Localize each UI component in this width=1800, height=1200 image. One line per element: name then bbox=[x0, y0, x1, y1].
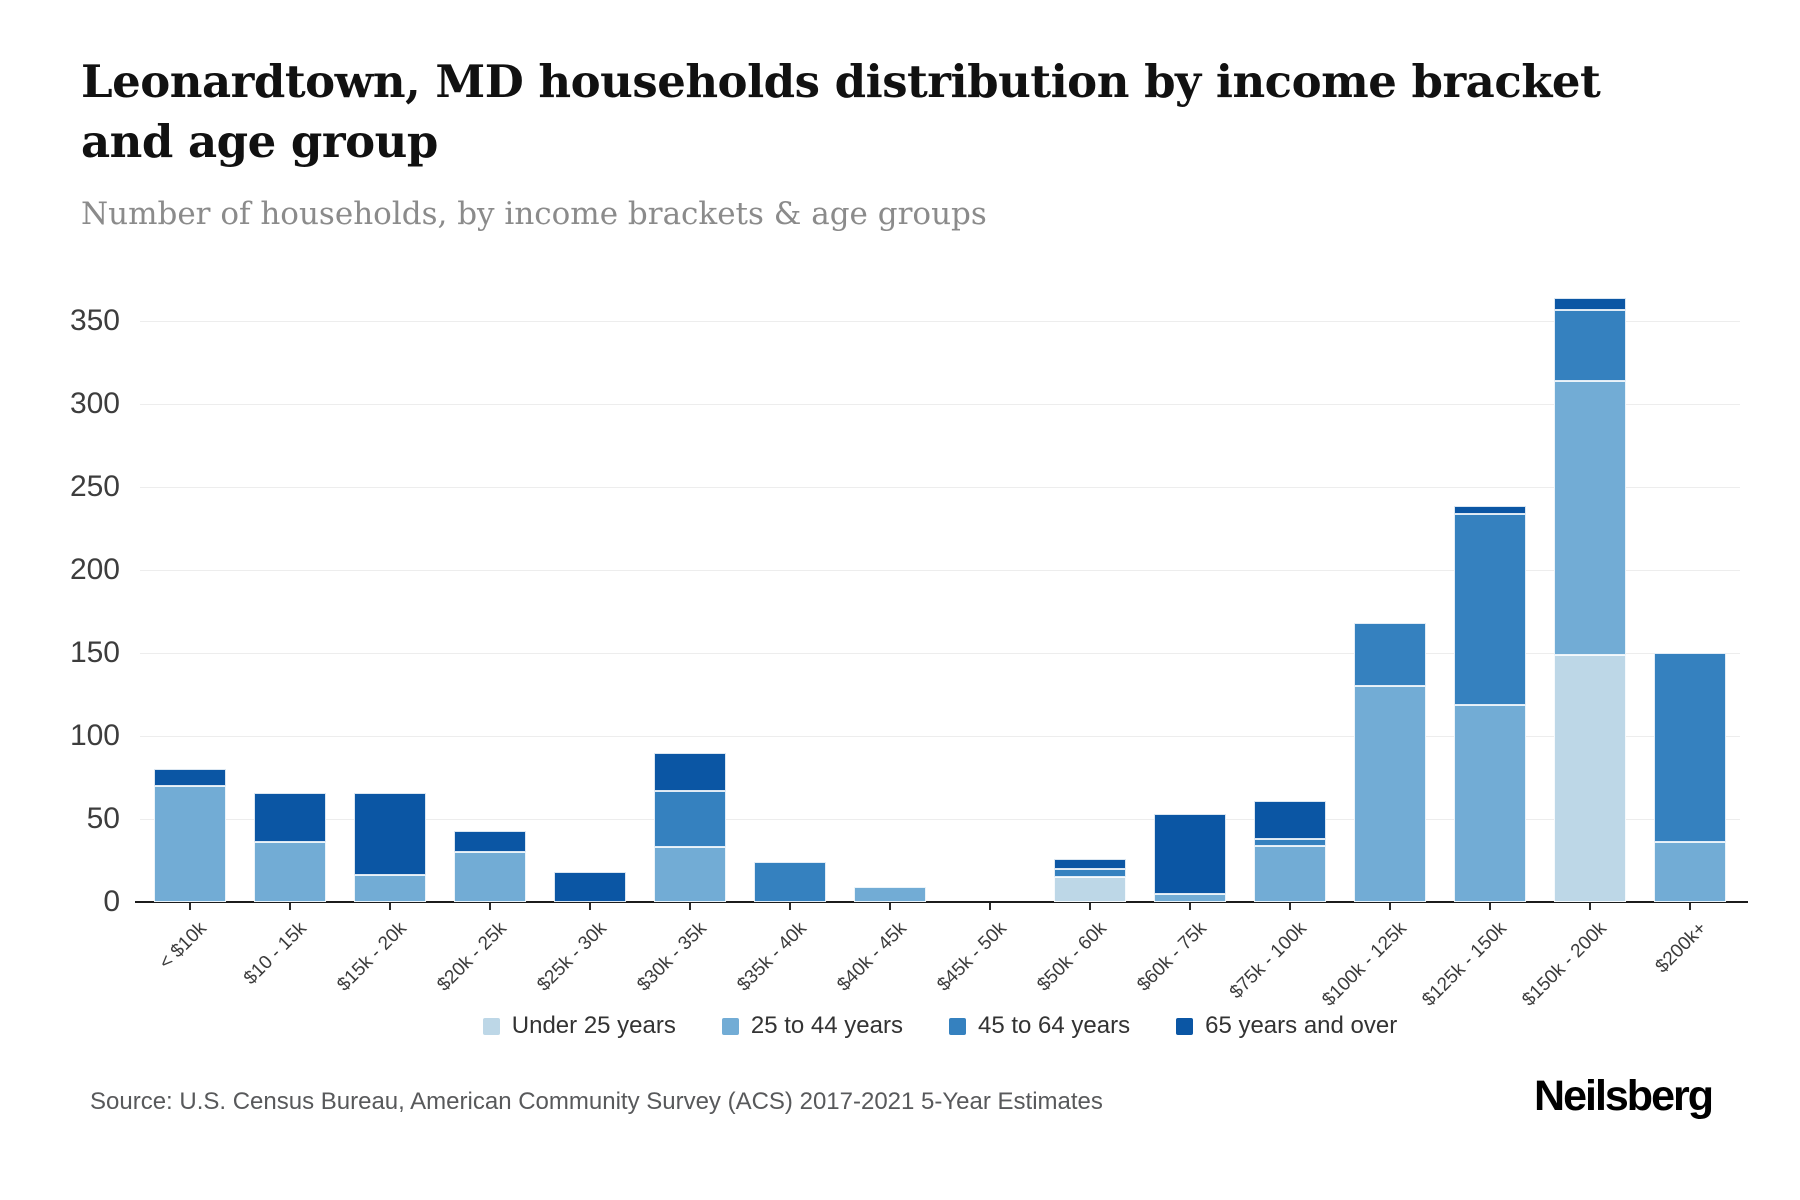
legend-swatch-icon bbox=[948, 1017, 966, 1035]
x-tick bbox=[1289, 903, 1291, 910]
bar-segment[interactable] bbox=[654, 847, 726, 902]
y-tick-label: 150 bbox=[69, 636, 120, 670]
y-tick-label: 300 bbox=[69, 387, 120, 421]
gridline bbox=[140, 736, 1740, 738]
y-tick-label: 100 bbox=[69, 719, 120, 753]
legend-item[interactable]: Under 25 years bbox=[482, 1012, 676, 1040]
legend-label: Under 25 years bbox=[511, 1012, 676, 1039]
gridline bbox=[140, 653, 1740, 655]
bar-segment[interactable] bbox=[154, 769, 226, 786]
y-tick-label: 0 bbox=[103, 885, 120, 918]
bar-segment[interactable] bbox=[254, 792, 326, 843]
bar-segment[interactable] bbox=[1554, 381, 1626, 655]
y-tick-label: 200 bbox=[69, 553, 120, 587]
bar-segment[interactable] bbox=[354, 792, 426, 876]
legend-swatch-icon bbox=[482, 1017, 500, 1035]
legend-label: 65 years and over bbox=[1205, 1012, 1398, 1039]
bar-segment[interactable] bbox=[1654, 842, 1726, 902]
x-tick bbox=[489, 903, 491, 910]
x-tick bbox=[1389, 903, 1391, 910]
legend-item[interactable]: 25 to 44 years bbox=[721, 1012, 903, 1040]
x-tick bbox=[289, 903, 291, 910]
gridline bbox=[140, 487, 1740, 489]
bar-segment[interactable] bbox=[654, 752, 726, 791]
bar-segment[interactable] bbox=[554, 872, 626, 902]
bar-segment[interactable] bbox=[1554, 309, 1626, 382]
source-note: Source: U.S. Census Bureau, American Com… bbox=[90, 1088, 1103, 1115]
bar-segment[interactable] bbox=[1054, 858, 1126, 869]
bar-segment[interactable] bbox=[754, 862, 826, 902]
x-tick bbox=[189, 903, 191, 910]
legend-item[interactable]: 45 to 64 years bbox=[948, 1012, 1131, 1040]
x-tick bbox=[789, 903, 791, 910]
chart-title: Leonardtown, MD households distribution … bbox=[81, 55, 1601, 168]
x-tick bbox=[389, 903, 391, 910]
bar-segment[interactable] bbox=[1154, 893, 1226, 902]
bar-segment[interactable] bbox=[1254, 845, 1326, 902]
legend-label: 25 to 44 years bbox=[750, 1012, 903, 1039]
plot-area: 0 50 100 150 200 250 300 350 < $10k $10 - 15k $15k… bbox=[70, 250, 1748, 1011]
bar-segment[interactable] bbox=[1354, 623, 1426, 687]
gridline bbox=[140, 570, 1740, 572]
bar-segment[interactable] bbox=[1554, 298, 1626, 310]
bar-segment[interactable] bbox=[454, 830, 526, 853]
bar-segment[interactable] bbox=[1054, 868, 1126, 878]
legend-label: 45 to 64 years bbox=[977, 1012, 1131, 1039]
x-tick bbox=[889, 903, 891, 910]
x-axis-line bbox=[135, 901, 1748, 903]
bar-segment[interactable] bbox=[1454, 505, 1526, 514]
bar-segment[interactable] bbox=[1454, 513, 1526, 705]
x-tick bbox=[689, 903, 691, 910]
y-tick-label: 350 bbox=[69, 304, 120, 338]
bar-segment[interactable] bbox=[354, 875, 426, 902]
legend: Under 25 years 25 to 44 years 45 to 64 yea… bbox=[140, 1012, 1740, 1040]
gridline bbox=[140, 819, 1740, 821]
bar-segment[interactable] bbox=[1054, 877, 1126, 902]
bar-segment[interactable] bbox=[1454, 704, 1526, 902]
y-tick-label: 250 bbox=[69, 470, 120, 504]
x-tick bbox=[1089, 903, 1091, 910]
y-tick-label: 50 bbox=[86, 802, 120, 836]
gridline bbox=[140, 321, 1740, 323]
bar-segment[interactable] bbox=[1154, 814, 1226, 894]
bar-segment[interactable] bbox=[1254, 838, 1326, 846]
legend-swatch-icon bbox=[721, 1017, 739, 1035]
legend-item[interactable]: 65 years and over bbox=[1176, 1012, 1397, 1040]
chart-subtitle: Number of households, by income brackets… bbox=[81, 196, 987, 232]
bar-segment[interactable] bbox=[154, 785, 226, 902]
x-tick bbox=[1589, 903, 1591, 910]
bar-segment[interactable] bbox=[1354, 686, 1426, 902]
bar-segment[interactable] bbox=[654, 790, 726, 848]
bar-segment[interactable] bbox=[1254, 800, 1326, 839]
bar-segment[interactable] bbox=[854, 887, 926, 902]
bar-segment[interactable] bbox=[254, 842, 326, 902]
x-tick bbox=[1489, 903, 1491, 910]
bar-segment[interactable] bbox=[1654, 653, 1726, 843]
bar-segment[interactable] bbox=[1554, 654, 1626, 902]
x-tick bbox=[1189, 903, 1191, 910]
brand-logo[interactable]: Neilsberg bbox=[1534, 1072, 1714, 1120]
legend-swatch-icon bbox=[1176, 1017, 1194, 1035]
x-tick bbox=[589, 903, 591, 910]
x-tick bbox=[989, 903, 991, 910]
bar-segment[interactable] bbox=[454, 852, 526, 902]
gridline bbox=[140, 404, 1740, 406]
x-tick bbox=[1689, 903, 1691, 910]
